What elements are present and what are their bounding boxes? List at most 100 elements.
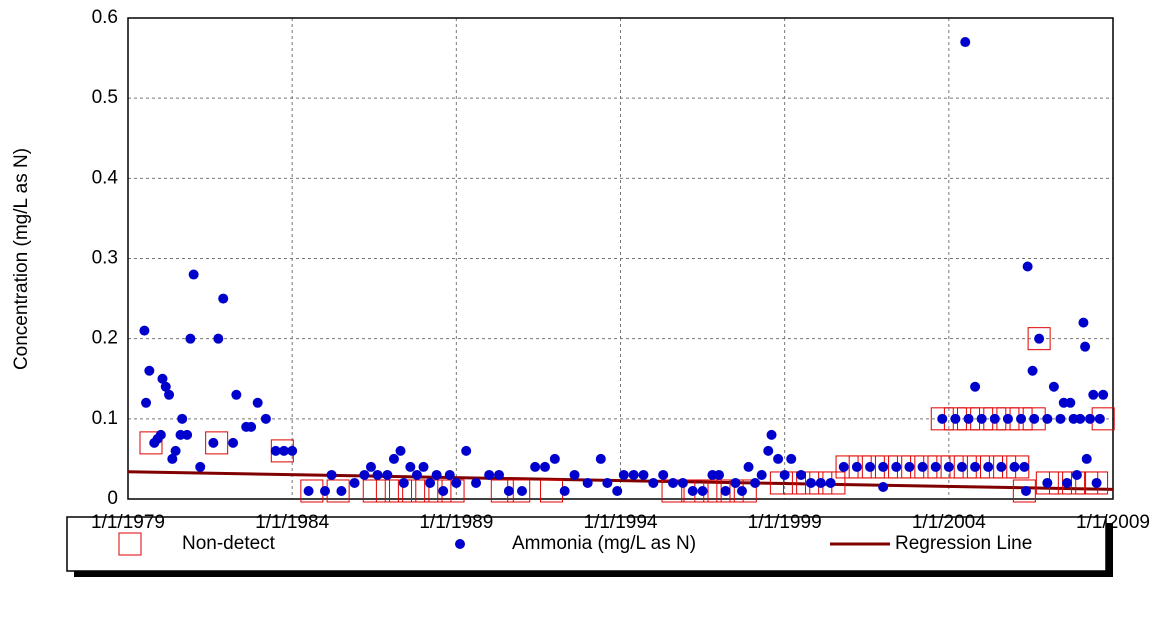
data-point	[246, 421, 257, 432]
data-point	[155, 429, 166, 440]
data-point	[1098, 389, 1109, 400]
data-point	[779, 469, 790, 480]
data-point	[157, 373, 168, 384]
data-point	[602, 477, 613, 488]
data-point	[714, 469, 724, 480]
data-point	[1020, 485, 1031, 496]
data-point	[956, 461, 967, 472]
data-point	[167, 453, 178, 464]
non-detect-marker	[1012, 479, 1036, 503]
non-detect-marker	[1035, 471, 1059, 495]
data-point	[825, 477, 836, 488]
data-point	[1088, 389, 1099, 400]
data-point	[398, 477, 409, 488]
data-point	[950, 413, 961, 424]
legend-symbol	[118, 532, 142, 556]
data-point	[1022, 261, 1033, 272]
data-point	[359, 469, 370, 480]
data-point	[595, 453, 606, 464]
y-tick-label: 0.6	[92, 7, 118, 28]
data-point	[677, 477, 688, 488]
data-point	[461, 445, 472, 456]
plot-border	[127, 17, 1114, 500]
data-point	[838, 461, 849, 472]
data-point	[517, 485, 527, 496]
non-detect-marker	[428, 479, 452, 503]
data-point	[796, 469, 807, 480]
data-point	[260, 413, 271, 424]
data-point	[388, 453, 399, 464]
legend-label: Ammonia (mg/L as N)	[512, 533, 696, 554]
non-detect-marker	[375, 479, 399, 503]
data-point	[970, 461, 981, 472]
data-point	[539, 461, 550, 472]
non-detect-marker	[139, 431, 163, 455]
data-point	[1027, 365, 1038, 376]
data-point	[372, 469, 383, 480]
data-point	[1071, 469, 1082, 480]
data-point	[503, 485, 514, 496]
data-point	[983, 461, 994, 472]
data-point	[720, 485, 731, 496]
x-tick-label: 1/1/1999	[748, 512, 822, 533]
data-point	[320, 485, 330, 496]
data-point	[431, 469, 442, 480]
y-tick-label: 0	[107, 488, 118, 509]
legend-label: Non-detect	[182, 533, 276, 554]
data-point	[756, 469, 767, 480]
data-point	[530, 461, 541, 472]
data-point	[930, 461, 941, 472]
non-detect-marker	[1085, 471, 1109, 495]
data-point	[559, 485, 570, 496]
data-point	[743, 461, 754, 472]
data-point	[1042, 477, 1053, 488]
data-point	[1042, 413, 1053, 424]
data-point	[687, 485, 698, 496]
x-tick-label: 1/1/2009	[1076, 512, 1150, 533]
data-point	[144, 365, 155, 376]
data-point	[1029, 413, 1040, 424]
data-point	[582, 477, 593, 488]
x-tick-label: 1/1/1984	[255, 512, 329, 533]
data-point	[815, 477, 826, 488]
data-point	[996, 461, 1007, 472]
regression-line	[127, 470, 1114, 491]
data-point	[618, 469, 629, 480]
data-point	[658, 469, 669, 480]
data-point	[786, 453, 797, 464]
data-point	[668, 477, 679, 488]
data-point	[139, 325, 150, 336]
data-point	[425, 477, 436, 488]
non-detect-marker	[362, 479, 386, 503]
data-point	[405, 461, 416, 472]
data-point	[213, 333, 224, 344]
data-point	[1065, 397, 1076, 408]
data-point	[208, 437, 219, 448]
x-tick-label: 1/1/1979	[91, 512, 165, 533]
data-point	[411, 469, 422, 480]
non-detect-marker	[783, 471, 807, 495]
data-point	[438, 485, 449, 496]
data-point	[750, 477, 761, 488]
non-detect-marker	[402, 479, 426, 503]
data-point	[444, 469, 455, 480]
data-point	[1085, 413, 1096, 424]
data-point	[865, 461, 876, 472]
data-point	[349, 477, 360, 488]
y-tick-label: 0.1	[92, 408, 118, 429]
y-tick-label: 0.5	[92, 87, 118, 108]
data-point	[970, 381, 981, 392]
data-point	[648, 477, 659, 488]
data-point	[270, 445, 281, 456]
data-point	[960, 37, 971, 48]
data-point	[730, 477, 741, 488]
data-point	[141, 397, 152, 408]
data-point	[1048, 381, 1059, 392]
data-point	[287, 445, 298, 456]
data-point	[188, 269, 199, 280]
x-tick-label: 1/1/1989	[419, 512, 493, 533]
y-axis-label: Concentration (mg/L as N)	[11, 148, 32, 370]
data-point	[904, 461, 915, 472]
data-point	[549, 453, 560, 464]
